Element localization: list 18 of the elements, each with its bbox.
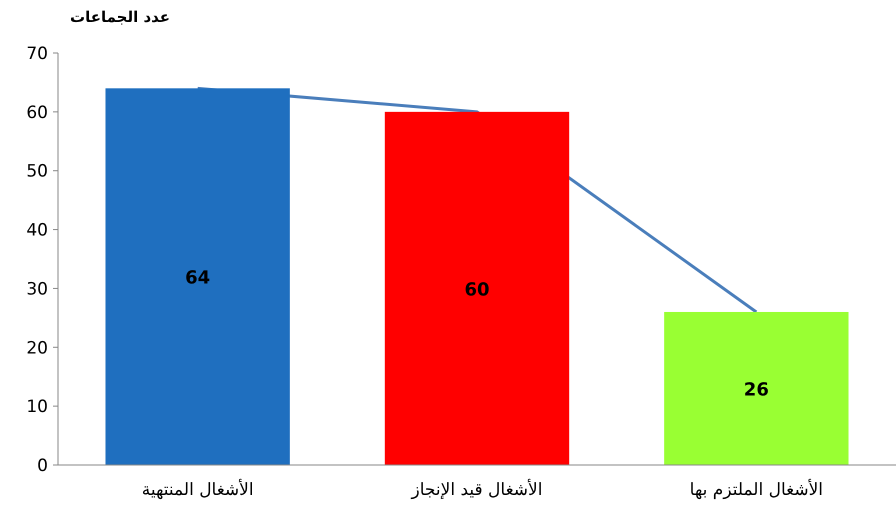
data-label: 60 xyxy=(464,279,490,300)
bar xyxy=(105,88,290,465)
y-tick-label: 40 xyxy=(26,220,48,241)
x-tick-label: الأشغال قيد الإنجاز xyxy=(410,478,542,500)
y-tick-label: 50 xyxy=(26,162,48,182)
bar xyxy=(664,312,849,465)
y-tick-label: 0 xyxy=(37,456,48,476)
data-label: 26 xyxy=(744,379,769,400)
x-tick-label: الأشغال المنتهية xyxy=(142,478,254,500)
y-tick-label: 20 xyxy=(26,338,48,358)
y-tick-label: 10 xyxy=(26,397,48,418)
y-tick-label: 30 xyxy=(26,279,48,300)
y-axis-title: عدد الجماعات xyxy=(70,8,170,26)
y-tick-label: 60 xyxy=(26,102,48,123)
x-tick-label: الأشغال الملتزم بها xyxy=(690,478,824,500)
data-label: 64 xyxy=(185,268,210,289)
y-tick-label: 70 xyxy=(26,44,48,64)
bar xyxy=(384,112,570,465)
